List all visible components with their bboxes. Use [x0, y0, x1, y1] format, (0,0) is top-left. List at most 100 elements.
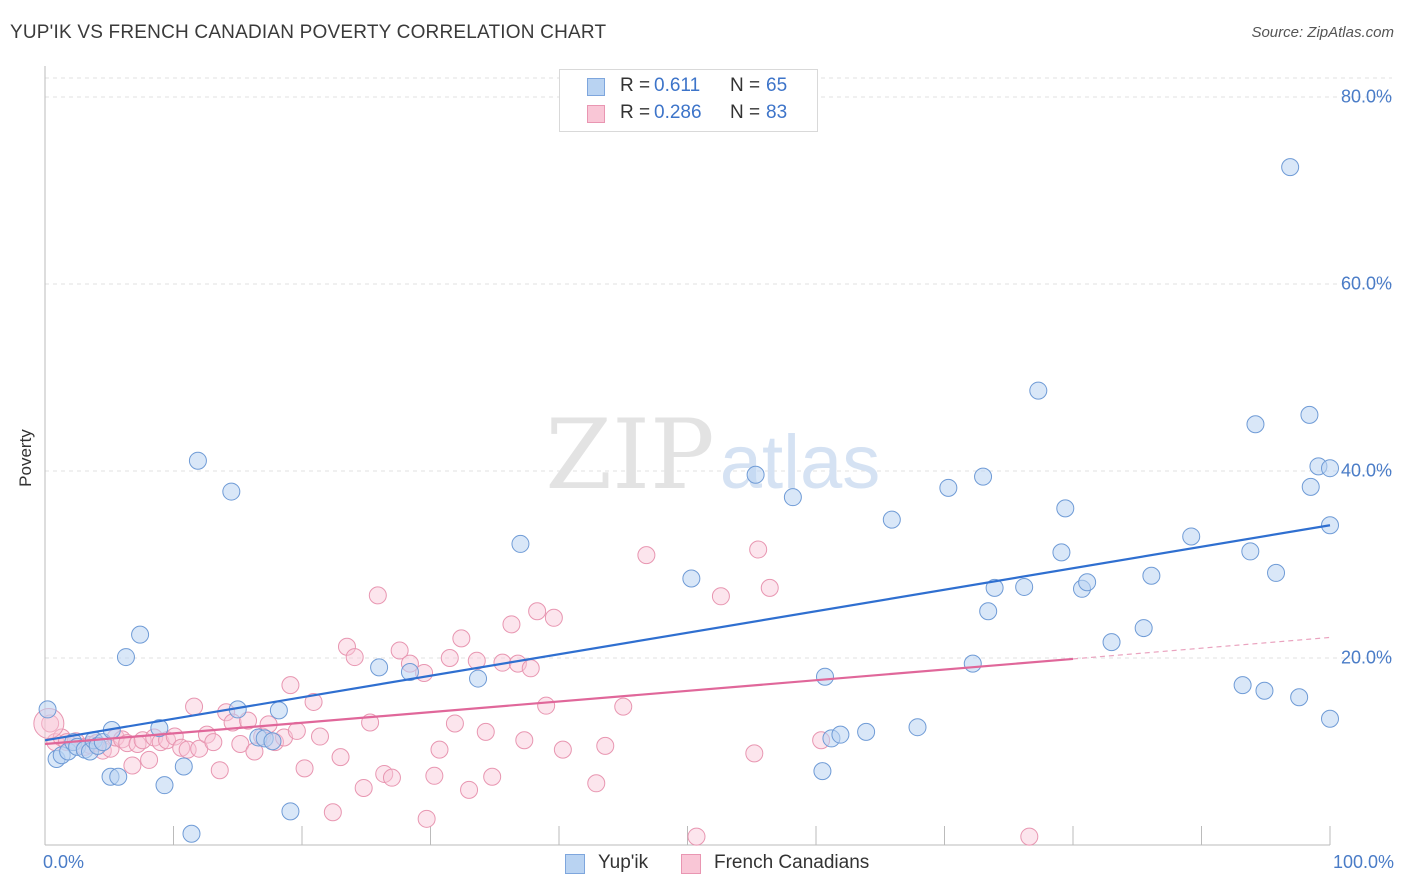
watermark: ZIP atlas: [545, 399, 880, 511]
point-french: [452, 629, 471, 648]
point-french: [210, 761, 229, 780]
point-french: [331, 748, 350, 767]
point-yupik: [109, 767, 128, 786]
point-yupik: [963, 654, 982, 673]
point-french: [281, 676, 300, 695]
point-french: [123, 756, 142, 775]
correlation-stats-box: R = 0.611 N = 65 R = 0.286 N = 83: [559, 69, 818, 132]
point-french: [140, 750, 159, 769]
point-yupik: [1246, 415, 1265, 434]
r-value: 0.286: [654, 102, 702, 123]
point-french: [637, 546, 656, 565]
point-french: [430, 740, 449, 759]
point-french: [711, 587, 730, 606]
point-yupik: [1267, 563, 1286, 582]
point-yupik: [38, 700, 57, 719]
point-yupik: [882, 510, 901, 529]
point-french: [515, 731, 534, 750]
watermark-atlas: atlas: [720, 420, 881, 505]
point-yupik: [1281, 158, 1300, 177]
point-yupik: [682, 569, 701, 588]
point-french: [354, 778, 373, 797]
point-yupik: [1134, 619, 1153, 638]
series-yupik: [38, 158, 1339, 843]
trend-line-yupik: [44, 524, 1331, 742]
legend-swatch-french: [681, 854, 701, 874]
n-value: 65: [766, 75, 788, 96]
legend-label-yupik: Yup'ik: [598, 852, 649, 873]
point-french: [1020, 827, 1039, 846]
grid-lines: [45, 77, 1392, 659]
point-french: [553, 740, 572, 759]
point-french: [614, 697, 633, 716]
point-french: [521, 659, 540, 678]
point-yupik: [1290, 688, 1309, 707]
point-yupik: [985, 578, 1004, 597]
point-french: [476, 722, 495, 741]
point-yupik: [1182, 527, 1201, 546]
point-french: [460, 780, 479, 799]
point-french: [445, 714, 464, 733]
point-yupik: [1015, 577, 1034, 596]
point-french: [323, 803, 342, 822]
point-french: [483, 767, 502, 786]
source-label: Source: ZipAtlas.com: [1251, 24, 1394, 41]
stats-swatch-french: [587, 105, 605, 123]
point-french: [390, 641, 409, 660]
point-french: [760, 578, 779, 597]
point-yupik: [222, 482, 241, 501]
point-yupik: [1241, 542, 1260, 561]
point-yupik: [1255, 681, 1274, 700]
y-tick-label: 60.0%: [1340, 273, 1392, 294]
point-yupik: [1078, 573, 1097, 592]
point-french: [295, 759, 314, 778]
point-french: [337, 637, 356, 656]
point-yupik: [150, 719, 169, 738]
point-yupik: [269, 701, 288, 720]
point-yupik: [188, 451, 207, 470]
y-tick-label: 40.0%: [1340, 460, 1392, 481]
point-french: [345, 648, 364, 667]
r-label: R =: [620, 102, 651, 123]
point-yupik: [182, 824, 201, 843]
point-yupik: [281, 802, 300, 821]
point-yupik: [1029, 381, 1048, 400]
point-french: [440, 649, 459, 667]
point-french: [528, 602, 547, 621]
point-yupik: [813, 762, 832, 781]
point-french: [537, 696, 556, 715]
trend-line-french-extension: [1072, 636, 1331, 660]
point-french: [687, 827, 706, 846]
trend-lines: [44, 524, 1331, 746]
point-french: [596, 736, 615, 755]
point-french: [417, 809, 436, 828]
point-yupik: [1300, 405, 1319, 424]
trend-line-french: [44, 657, 1074, 746]
stats-swatch-yupik: [587, 78, 605, 96]
legend-swatch-yupik: [565, 854, 585, 874]
point-french: [467, 651, 486, 670]
point-yupik: [263, 732, 282, 751]
point-yupik: [400, 663, 419, 682]
n-label: N =: [730, 102, 761, 123]
point-yupik: [116, 648, 135, 667]
point-yupik: [908, 718, 927, 737]
point-french: [239, 711, 258, 730]
point-yupik: [174, 757, 193, 776]
point-yupik: [1233, 676, 1252, 695]
n-value: 83: [766, 102, 788, 123]
r-label: R =: [620, 75, 651, 96]
point-french: [502, 615, 521, 634]
point-yupik: [1321, 709, 1339, 728]
point-yupik: [979, 602, 998, 621]
point-french: [172, 738, 191, 757]
point-yupik: [131, 625, 150, 644]
point-french: [745, 744, 764, 763]
point-french: [425, 766, 444, 785]
point-yupik: [783, 488, 802, 507]
n-label: N =: [730, 75, 761, 96]
point-yupik: [1301, 477, 1320, 496]
series-french-canadians: [33, 540, 1039, 846]
legend-label-french: French Canadians: [714, 852, 870, 873]
